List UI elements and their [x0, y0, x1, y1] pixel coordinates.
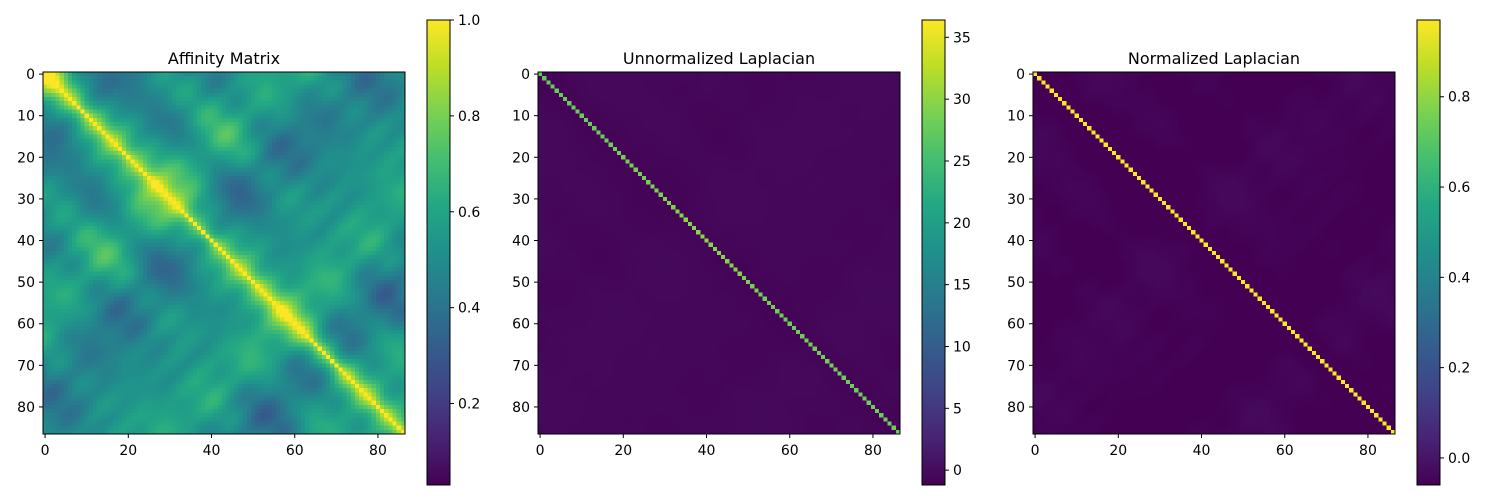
x-tick-label: 20 — [119, 443, 137, 459]
x-tick-label: 0 — [1031, 443, 1040, 459]
y-tick-label: 10 — [1007, 109, 1025, 125]
panel-title: Affinity Matrix — [168, 49, 280, 68]
colorbar-tick-label: 10 — [953, 339, 971, 355]
heatmap-panel-1: Affinity Matrix 0 20 40 60 80 0 10 20 30 40 50 60 70 8… — [17, 13, 480, 486]
y-tick-label: 80 — [17, 400, 35, 416]
x-tick-label: 0 — [41, 443, 50, 459]
colorbar-tick-label: 0.0 — [1448, 451, 1470, 467]
y-tick-label: 0 — [521, 67, 530, 83]
heatmap-image — [538, 72, 900, 434]
y-tick-label: 70 — [512, 358, 530, 374]
y-tick-label: 10 — [17, 109, 35, 125]
y-tick-label: 80 — [1007, 400, 1025, 416]
y-tick-label: 50 — [1007, 275, 1025, 291]
colorbar-tick-label: 0.6 — [1448, 180, 1470, 196]
y-tick-label: 40 — [17, 234, 35, 250]
colorbar-tick-label: 0.8 — [1448, 90, 1470, 106]
colorbar-tick-label: 0.6 — [458, 205, 480, 221]
y-tick-label: 20 — [17, 150, 35, 166]
colorbar-tick-label: 35 — [953, 30, 971, 46]
x-tick-label: 60 — [781, 443, 799, 459]
y-tick-label: 0 — [1016, 67, 1025, 83]
colorbar-tick-label: 15 — [953, 278, 971, 294]
x-tick-label: 40 — [1193, 443, 1211, 459]
axes-frame — [537, 71, 901, 435]
x-tick-label: 80 — [864, 443, 882, 459]
heatmap-panel-2: Unnormalized Laplacian 0 20 40 60 80 0 10 20 30 40… — [512, 19, 971, 486]
y-tick-label: 70 — [17, 358, 35, 374]
x-tick-label: 20 — [614, 443, 632, 459]
y-tick-label: 50 — [512, 275, 530, 291]
colorbar — [426, 19, 451, 486]
y-tick-label: 60 — [17, 317, 35, 333]
y-tick-label: 20 — [1007, 150, 1025, 166]
colorbar-tick-label: 0.2 — [458, 397, 480, 413]
x-tick-label: 80 — [369, 443, 387, 459]
colorbar-tick-label: 5 — [953, 401, 962, 417]
colorbar-tick-label: 0.8 — [458, 109, 480, 125]
colorbar — [921, 19, 946, 486]
colorbar-tick-label: 0.2 — [1448, 361, 1470, 377]
y-tick-label: 60 — [512, 317, 530, 333]
y-tick-label: 30 — [1007, 192, 1025, 208]
y-tick-label: 40 — [512, 234, 530, 250]
colorbar-tick-label: 1.0 — [458, 13, 480, 29]
y-tick-label: 70 — [1007, 358, 1025, 374]
heatmap-image — [1033, 72, 1395, 434]
axes-frame — [42, 71, 406, 435]
y-tick-label: 30 — [17, 192, 35, 208]
y-tick-label: 50 — [17, 275, 35, 291]
heatmap-image — [43, 72, 405, 434]
heatmap-panel-3: Normalized Laplacian 0 20 40 60 80 0 10 20 30 40 50… — [1007, 19, 1470, 486]
x-tick-label: 80 — [1359, 443, 1377, 459]
y-tick-label: 0 — [26, 67, 35, 83]
y-tick-label: 30 — [512, 192, 530, 208]
colorbar-tick-label: 0.4 — [1448, 270, 1470, 286]
y-tick-label: 80 — [512, 400, 530, 416]
x-tick-label: 60 — [1276, 443, 1294, 459]
x-tick-label: 20 — [1109, 443, 1127, 459]
y-tick-label: 60 — [1007, 317, 1025, 333]
panel-title: Unnormalized Laplacian — [623, 49, 815, 68]
y-tick-label: 10 — [512, 109, 530, 125]
x-tick-label: 0 — [536, 443, 545, 459]
panel-title: Normalized Laplacian — [1128, 49, 1300, 68]
colorbar-tick-label: 0 — [953, 463, 962, 479]
axes-frame — [1032, 71, 1396, 435]
x-tick-label: 60 — [286, 443, 304, 459]
colorbar-tick-label: 20 — [953, 216, 971, 232]
colorbar-tick-label: 30 — [953, 92, 971, 108]
x-tick-label: 40 — [698, 443, 716, 459]
colorbar-tick-label: 25 — [953, 154, 971, 170]
y-tick-label: 40 — [1007, 234, 1025, 250]
y-tick-label: 20 — [512, 150, 530, 166]
x-tick-label: 40 — [203, 443, 221, 459]
colorbar-tick-label: 0.4 — [458, 301, 480, 317]
colorbar — [1416, 19, 1441, 486]
